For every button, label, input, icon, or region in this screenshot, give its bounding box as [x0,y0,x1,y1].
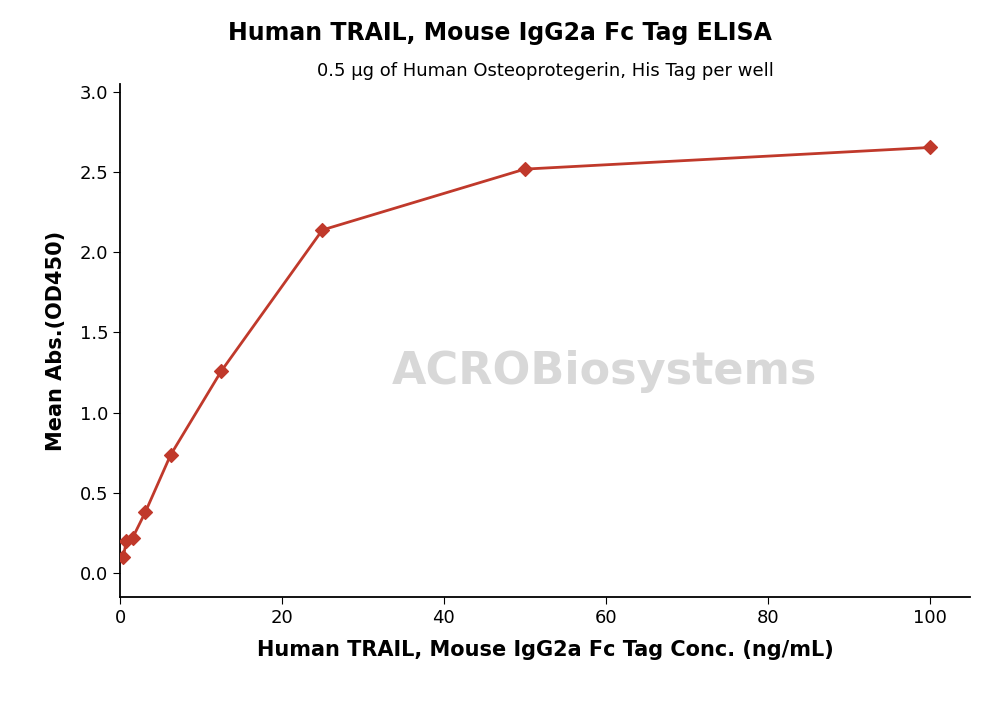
Point [922,142,938,153]
Text: Human TRAIL, Mouse IgG2a Fc Tag ELISA: Human TRAIL, Mouse IgG2a Fc Tag ELISA [228,21,772,45]
Text: ACROBiosystems: ACROBiosystems [392,350,817,392]
Point [137,507,153,518]
Point [125,532,141,543]
Point [314,225,330,236]
Point [115,551,131,562]
X-axis label: Human TRAIL, Mouse IgG2a Fc Tag Conc. (ng/mL): Human TRAIL, Mouse IgG2a Fc Tag Conc. (n… [257,640,833,661]
Point [118,536,134,547]
Title: 0.5 μg of Human Osteoprotegerin, His Tag per well: 0.5 μg of Human Osteoprotegerin, His Tag… [317,62,773,80]
Point [213,366,229,377]
Y-axis label: Mean Abs.(OD450): Mean Abs.(OD450) [46,230,66,451]
Point [517,164,533,175]
Point [163,449,179,461]
